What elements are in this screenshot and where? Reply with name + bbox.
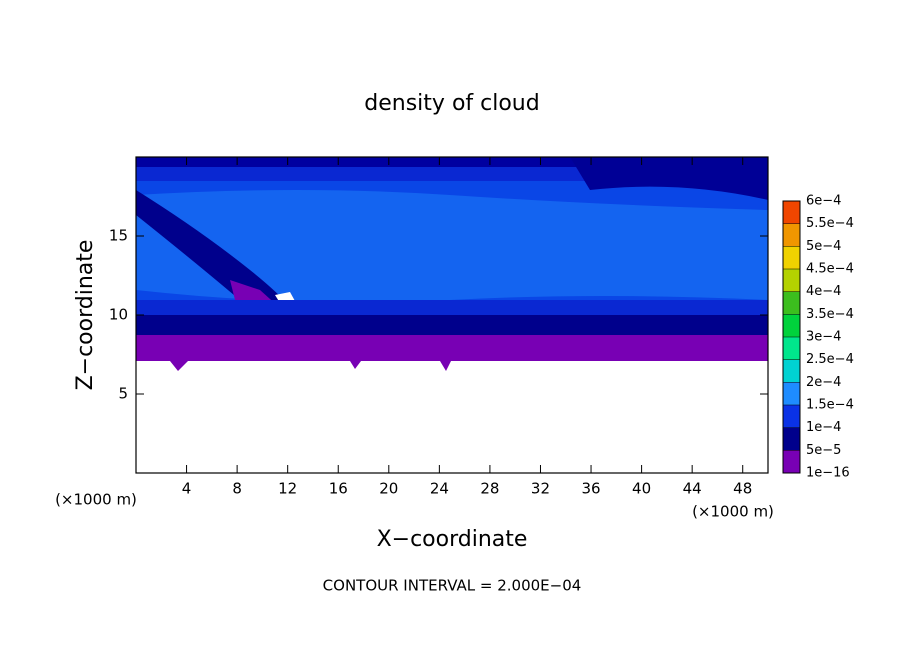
colorbar-label: 2.5e−4	[806, 352, 854, 367]
x-unit: (×1000 m)	[692, 503, 774, 521]
colorbar-band	[783, 359, 800, 383]
colorbar-band	[783, 382, 800, 405]
colorbar-band	[783, 427, 800, 451]
footer: CONTOUR INTERVAL = 2.000E−04	[323, 577, 582, 595]
colorbar-band	[783, 291, 800, 315]
x-tick-label: 24	[430, 480, 449, 498]
colorbar-band	[783, 223, 800, 247]
contour-field	[136, 157, 768, 473]
x-tick-label: 40	[632, 480, 651, 498]
y-axis-label: Z−coordinate	[73, 240, 98, 391]
colorbar-label: 4.5e−4	[806, 262, 854, 277]
colorbar-label: 2e−4	[806, 375, 841, 390]
colorbar-label: 5.5e−4	[806, 216, 854, 231]
chart-title: density of cloud	[364, 91, 539, 116]
colorbar-label: 1e−16	[806, 466, 850, 481]
colorbar-label: 5e−4	[806, 239, 841, 254]
x-tick-label: 32	[531, 480, 550, 498]
colorbar-label: 3.5e−4	[806, 307, 854, 322]
colorbar-band	[783, 337, 800, 360]
x-tick-label: 20	[379, 480, 398, 498]
colorbar-label: 1e−4	[806, 420, 841, 435]
colorbar-label: 6e−4	[806, 194, 841, 209]
colorbar-band	[783, 201, 800, 224]
colorbar-label: 5e−5	[806, 443, 841, 458]
x-tick-label: 16	[329, 480, 348, 498]
y-tick-label: 15	[109, 227, 128, 245]
colorbar-band	[783, 269, 800, 292]
y-tick-label: 5	[118, 385, 128, 403]
colorbar-label: 3e−4	[806, 330, 841, 345]
x-unit: (×1000 m)	[55, 491, 137, 509]
colorbar-band	[783, 246, 800, 269]
colorbar-label: 1.5e−4	[806, 398, 854, 413]
x-axis-label: X−coordinate	[377, 527, 528, 552]
x-tick-label: 12	[278, 480, 297, 498]
x-tick-label: 44	[683, 480, 702, 498]
colorbar-band	[783, 314, 800, 337]
y-tick-label: 10	[109, 306, 128, 324]
x-tick-label: 48	[733, 480, 752, 498]
x-tick-label: 36	[581, 480, 600, 498]
x-tick-label: 8	[232, 480, 242, 498]
x-tick-label: 28	[480, 480, 499, 498]
x-tick-label: 4	[182, 480, 192, 498]
colorbar-band	[783, 405, 800, 428]
colorbar-band	[783, 450, 800, 473]
colorbar-label: 4e−4	[806, 284, 841, 299]
